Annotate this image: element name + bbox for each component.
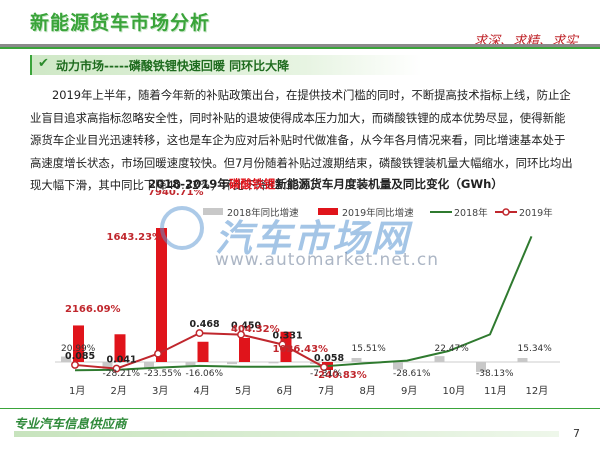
chart-title: 2018-2019年磷酸铁锂新能源货车月度装机量及同比变化（GWh） <box>148 176 503 192</box>
label-2018-growth: 20.99% <box>61 344 96 354</box>
x-tick-label: 3月 <box>152 385 168 397</box>
point-2019 <box>195 329 204 338</box>
x-tick-label: 10月 <box>443 385 466 397</box>
bar-2018-growth <box>393 362 403 370</box>
label-2019-growth: 7940.71% <box>148 190 204 198</box>
legend-label: 2018年同比增速 <box>227 207 299 219</box>
label-2018-growth: 15.51% <box>352 344 387 354</box>
label-2019-growth: 1026.43% <box>273 344 329 355</box>
label-2018-growth: -38.13% <box>476 369 514 379</box>
label-2019-value: 0.450 <box>231 321 261 332</box>
watermark-logo <box>160 206 204 250</box>
label-2018-growth: -28.21% <box>103 369 141 379</box>
bar-2018-growth <box>185 362 196 367</box>
legend-label: 2019年 <box>519 207 553 219</box>
chart-title-highlight: 磷酸铁锂 <box>228 177 276 191</box>
point-2019 <box>154 349 162 358</box>
label-2018-growth: -16.06% <box>186 369 224 379</box>
footer-bar <box>14 431 559 437</box>
legend-swatch <box>318 208 338 215</box>
point-2019 <box>112 364 121 373</box>
footer-slogan: 专业汽车信息供应商 <box>14 416 127 431</box>
bar-2019-growth <box>239 337 250 362</box>
chart-title-prefix: 2018-2019年 <box>148 177 229 191</box>
header-rule-green <box>0 47 600 49</box>
bar-2018-growth <box>351 357 362 362</box>
bar-2018-growth <box>476 362 486 372</box>
x-tick-label: 7月 <box>318 385 334 397</box>
label-2019-value: 0.058 <box>314 353 344 364</box>
x-tick-label: 8月 <box>360 385 376 397</box>
legend-marker <box>502 208 510 216</box>
header-rule-dark <box>0 44 600 47</box>
bar-2018-growth <box>434 356 445 362</box>
watermark-text: 汽车市场网 <box>215 217 410 260</box>
footer-rule <box>0 408 600 409</box>
x-tick-label: 12月 <box>526 385 549 397</box>
x-tick-label: 2月 <box>111 385 127 397</box>
bar-2018-growth <box>517 358 528 362</box>
x-tick-label: 5月 <box>235 385 251 397</box>
chart-title-suffix: 新能源货车月度装机量及同比变化（GWh） <box>275 177 503 191</box>
line-2018 <box>74 235 533 372</box>
bar-2018-growth <box>102 362 113 370</box>
bar-2019-growth <box>114 334 126 362</box>
bar-2018-growth <box>61 356 71 362</box>
section-heading-bar: ✔ 动力市场-----磷酸铁锂快速回暖 同环比大降 <box>30 55 422 75</box>
label-2018-growth: -7.31% <box>310 369 342 379</box>
point-2019 <box>278 340 287 349</box>
label-2018-growth: 22.47% <box>435 344 470 354</box>
watermark-url: www.automarket.net.cn <box>215 250 439 270</box>
label-2019-growth: 404.32% <box>231 324 280 335</box>
page-title: 新能源货车市场分析 <box>30 12 211 34</box>
checkmark-icon: ✔ <box>38 56 49 71</box>
point-2019 <box>237 330 245 339</box>
label-2019-growth: 1643.23% <box>107 232 163 243</box>
section-heading: 动力市场-----磷酸铁锂快速回暖 同环比大降 <box>56 59 290 73</box>
bar-2019-growth <box>73 325 84 362</box>
bar-2018-growth <box>144 362 154 369</box>
label-2019-value: 0.041 <box>107 355 137 366</box>
bar-2019-growth <box>197 341 209 362</box>
body-paragraph: 2019年上半年，随着今年新的补贴政策出台，在提供技术门槛的同时，不断提高技术指… <box>30 88 573 193</box>
point-2019 <box>320 363 328 372</box>
label-2019-value: 0.331 <box>273 330 303 341</box>
bar-2019-growth <box>156 228 167 362</box>
label-2019-growth: -240.83% <box>314 370 367 381</box>
x-tick-label: 9月 <box>401 385 417 397</box>
point-2019 <box>71 360 79 369</box>
chart-svg: 2018年同比增速 2019年同比增速 2018年 2019年 0.085 0.041 0.… <box>55 190 560 397</box>
x-tick-label: 1月 <box>69 385 85 397</box>
label-2018-growth: -23.55% <box>144 369 182 379</box>
label-2019-value: 0.085 <box>65 351 95 362</box>
bar-2018-growth <box>227 362 237 365</box>
page-number: 7 <box>573 427 580 440</box>
bar-2018-growth <box>268 362 279 364</box>
legend-swatch <box>203 208 223 215</box>
label-2018-growth: -28.61% <box>393 369 431 379</box>
legend-label: 2019年同比增速 <box>342 207 414 219</box>
legend-label: 2018年 <box>454 207 488 219</box>
x-tick-label: 6月 <box>277 385 293 397</box>
x-tick-label: 4月 <box>194 385 210 397</box>
label-2019-value: 0.468 <box>190 319 220 330</box>
label-2018-growth: 15.34% <box>518 344 553 354</box>
x-tick-label: 11月 <box>484 385 507 397</box>
label-2019-growth: 2166.09% <box>65 304 121 315</box>
